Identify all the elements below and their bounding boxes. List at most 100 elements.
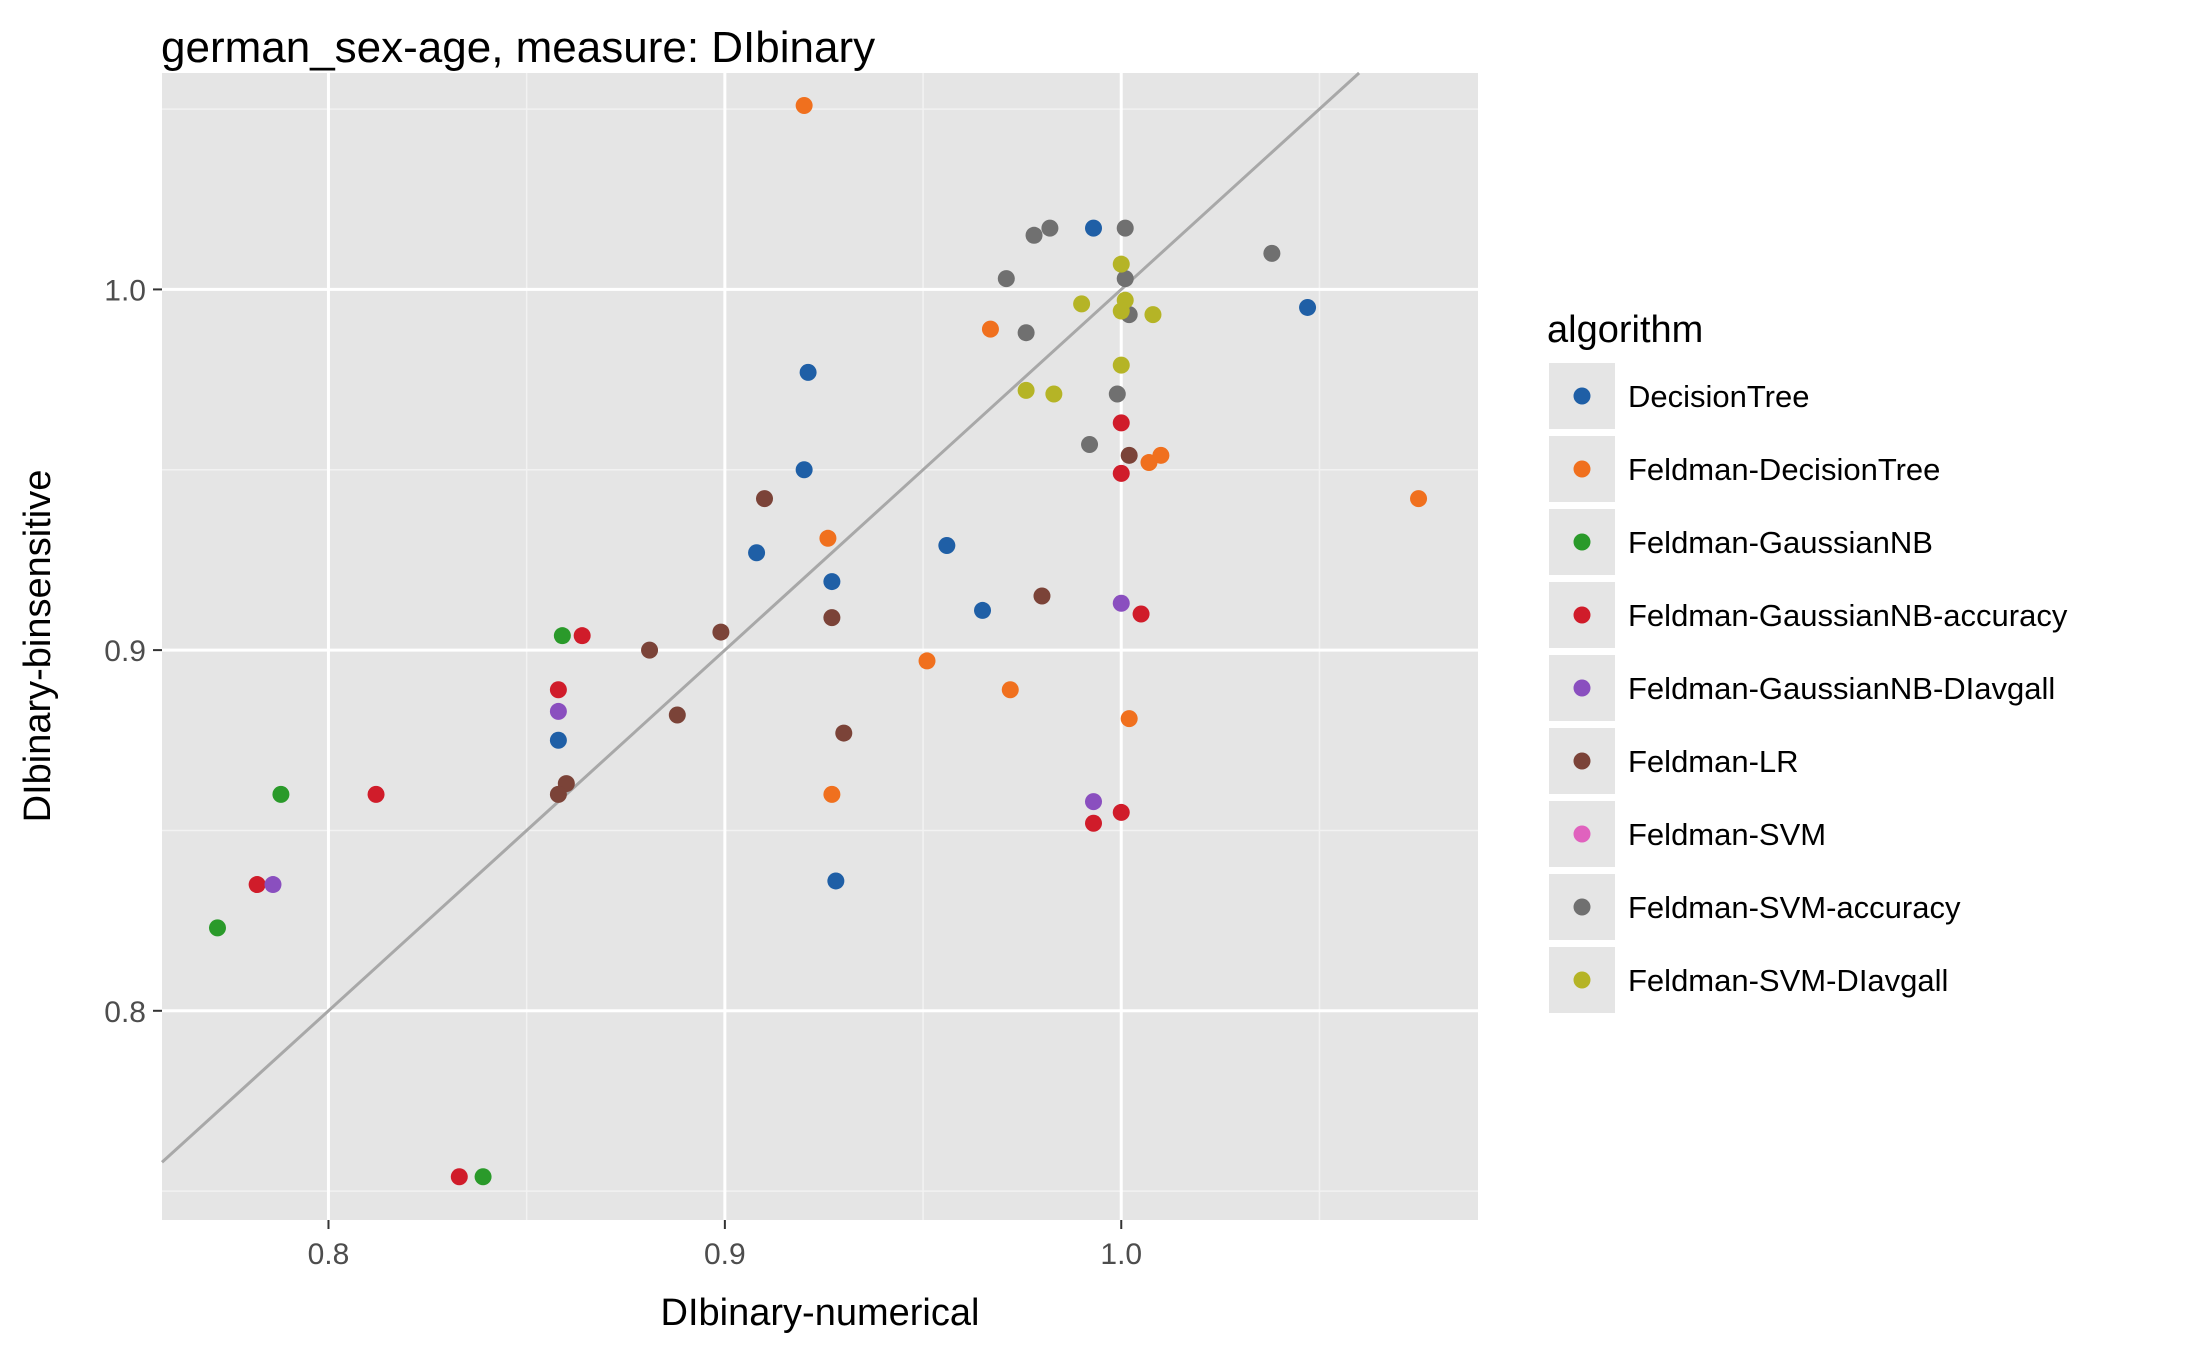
legend-label-feldman-lr: Feldman-LR (1628, 744, 1799, 779)
legend-label-feldman-gaussiannb: Feldman-GaussianNB (1628, 525, 1933, 560)
point-feldman-svm-diavgall (1045, 385, 1063, 403)
point-feldman-lr (549, 785, 567, 803)
legend-marker-feldman-svm-accuracy (1573, 898, 1591, 916)
point-decisiontree (799, 363, 817, 381)
point-feldman-gaussiannb-accuracy (549, 681, 567, 699)
minor-gridlines (162, 73, 1478, 1220)
point-decisiontree (1299, 298, 1317, 316)
y-axis-title: DIbinary-binsensitive (17, 470, 59, 823)
point-feldman-gaussiannb-accuracy (450, 1168, 468, 1186)
y-tick-label: 0.9 (104, 635, 146, 668)
legend-label-feldman-svm-accuracy: Feldman-SVM-accuracy (1628, 890, 1961, 925)
point-feldman-decisiontree (918, 652, 936, 670)
point-feldman-gaussiannb (208, 919, 226, 937)
x-tick-label: 1.0 (1100, 1238, 1142, 1271)
point-feldman-lr (668, 706, 686, 724)
point-feldman-decisiontree (1120, 710, 1138, 728)
point-feldman-svm-accuracy (1263, 244, 1281, 262)
legend-label-feldman-gaussiannb-accuracy: Feldman-GaussianNB-accuracy (1628, 598, 2068, 633)
legend-key-feldman-svm-diavgall (1547, 945, 1617, 1015)
point-feldman-gaussiannb-diavgall (1085, 793, 1103, 811)
point-feldman-lr (1033, 587, 1051, 605)
point-feldman-gaussiannb-accuracy (248, 876, 266, 894)
point-decisiontree (748, 544, 766, 562)
point-decisiontree (795, 461, 813, 479)
legend-marker-decisiontree (1573, 387, 1591, 405)
point-feldman-svm-accuracy (997, 270, 1015, 288)
legend-marker-feldman-lr (1573, 752, 1591, 770)
point-feldman-gaussiannb (474, 1168, 492, 1186)
point-decisiontree (549, 731, 567, 749)
point-feldman-gaussiannb-accuracy (367, 785, 385, 803)
point-feldman-svm-accuracy (1041, 219, 1059, 237)
point-feldman-lr (835, 724, 853, 742)
point-feldman-svm-accuracy (1025, 226, 1043, 244)
y-tick-label: 0.8 (104, 996, 146, 1029)
point-feldman-decisiontree (795, 96, 813, 114)
point-decisiontree (938, 537, 956, 555)
legend-marker-feldman-svm-diavgall (1573, 971, 1591, 989)
point-feldman-svm-accuracy (1081, 436, 1099, 454)
point-feldman-decisiontree (823, 785, 841, 803)
point-feldman-svm-accuracy (1108, 385, 1126, 403)
point-feldman-gaussiannb-accuracy (1132, 605, 1150, 623)
point-feldman-gaussiannb-diavgall (549, 702, 567, 720)
chart-title: german_sex-age, measure: DIbinary (161, 23, 875, 72)
point-feldman-svm-diavgall (1073, 295, 1091, 313)
x-axis-title: DIbinary-numerical (661, 1292, 980, 1334)
y-axis-ticks: 0.8 0.9 1.0 (104, 274, 162, 1029)
legend-marker-feldman-gaussiannb-accuracy (1573, 606, 1591, 624)
legend-label-decisiontree: DecisionTree (1628, 379, 1809, 414)
x-axis-ticks: 0.8 0.9 1.0 (308, 1220, 1142, 1271)
point-feldman-svm-diavgall (1144, 306, 1162, 324)
point-feldman-lr (712, 623, 730, 641)
plot-panel (162, 73, 1478, 1220)
data-points (208, 96, 1428, 1186)
point-feldman-gaussiannb-accuracy (1085, 814, 1103, 832)
point-feldman-decisiontree (1152, 446, 1170, 464)
x-tick-label: 0.8 (308, 1238, 350, 1271)
legend-label-feldman-svm-diavgall: Feldman-SVM-DIavgall (1628, 963, 1948, 998)
legend-title: algorithm (1547, 309, 1703, 351)
legend-marker-feldman-svm (1573, 825, 1591, 843)
x-tick-label: 0.9 (704, 1238, 746, 1271)
point-feldman-svm-accuracy (1116, 219, 1134, 237)
legend-marker-feldman-decisiontree (1573, 460, 1591, 478)
point-feldman-gaussiannb-accuracy (1112, 803, 1130, 821)
point-feldman-lr (823, 609, 841, 627)
point-decisiontree (974, 601, 992, 619)
identity-reference-line (160, 71, 1361, 1164)
point-feldman-lr (756, 490, 774, 508)
point-feldman-lr (1120, 446, 1138, 464)
point-feldman-decisiontree (819, 529, 837, 547)
point-decisiontree (827, 872, 845, 890)
point-feldman-svm-diavgall (1112, 356, 1130, 374)
legend-key-feldman-decisiontree (1547, 434, 1617, 504)
legend-label-feldman-svm: Feldman-SVM (1628, 817, 1826, 852)
legend-marker-feldman-gaussiannb-diavgall (1573, 679, 1591, 697)
point-feldman-decisiontree (1001, 681, 1019, 699)
point-feldman-decisiontree (1410, 490, 1428, 508)
point-feldman-gaussiannb-diavgall (264, 876, 282, 894)
point-feldman-lr (641, 641, 659, 659)
point-decisiontree (1085, 219, 1103, 237)
legend-label-feldman-gaussiannb-diavgall: Feldman-GaussianNB-DIavgall (1628, 671, 2055, 706)
point-feldman-gaussiannb-accuracy (573, 627, 591, 645)
legend: DecisionTree Feldman-DecisionTree Feldman-… (1547, 361, 2068, 1015)
point-feldman-gaussiannb (272, 785, 290, 803)
point-feldman-decisiontree (981, 320, 999, 338)
point-feldman-svm-diavgall (1017, 381, 1035, 399)
point-feldman-gaussiannb-accuracy (1112, 464, 1130, 482)
point-feldman-gaussiannb (553, 627, 571, 645)
legend-marker-feldman-gaussiannb (1573, 533, 1591, 551)
point-feldman-gaussiannb-accuracy (1112, 414, 1130, 432)
y-tick-label: 1.0 (104, 274, 146, 307)
legend-label-feldman-decisiontree: Feldman-DecisionTree (1628, 452, 1940, 487)
point-feldman-svm-accuracy (1116, 270, 1134, 288)
point-feldman-svm-diavgall (1112, 302, 1130, 320)
point-decisiontree (823, 573, 841, 591)
point-feldman-svm-diavgall (1112, 255, 1130, 273)
point-feldman-gaussiannb-diavgall (1112, 594, 1130, 612)
major-gridlines (162, 73, 1478, 1220)
